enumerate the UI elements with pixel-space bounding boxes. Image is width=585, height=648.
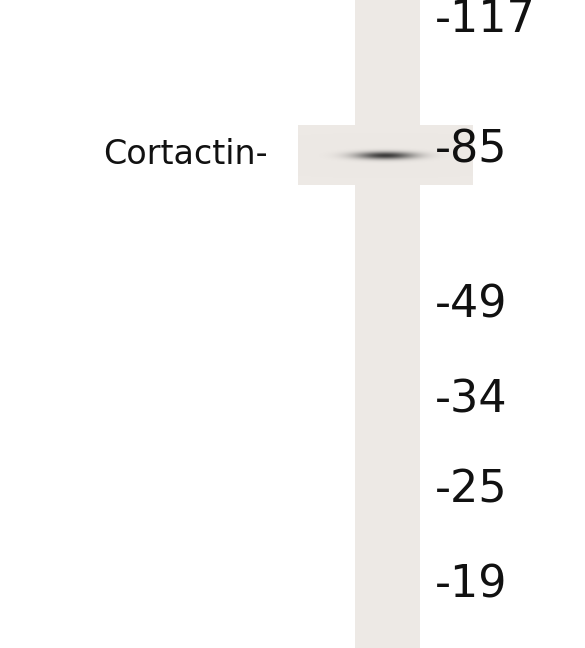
Text: -25: -25 xyxy=(435,469,508,511)
Text: -117: -117 xyxy=(435,0,536,41)
Text: -34: -34 xyxy=(435,378,508,421)
Text: -85: -85 xyxy=(435,128,508,172)
Text: -49: -49 xyxy=(435,284,508,327)
Text: Cortactin-: Cortactin- xyxy=(103,139,267,172)
Bar xyxy=(355,0,420,648)
Text: -19: -19 xyxy=(435,564,508,607)
